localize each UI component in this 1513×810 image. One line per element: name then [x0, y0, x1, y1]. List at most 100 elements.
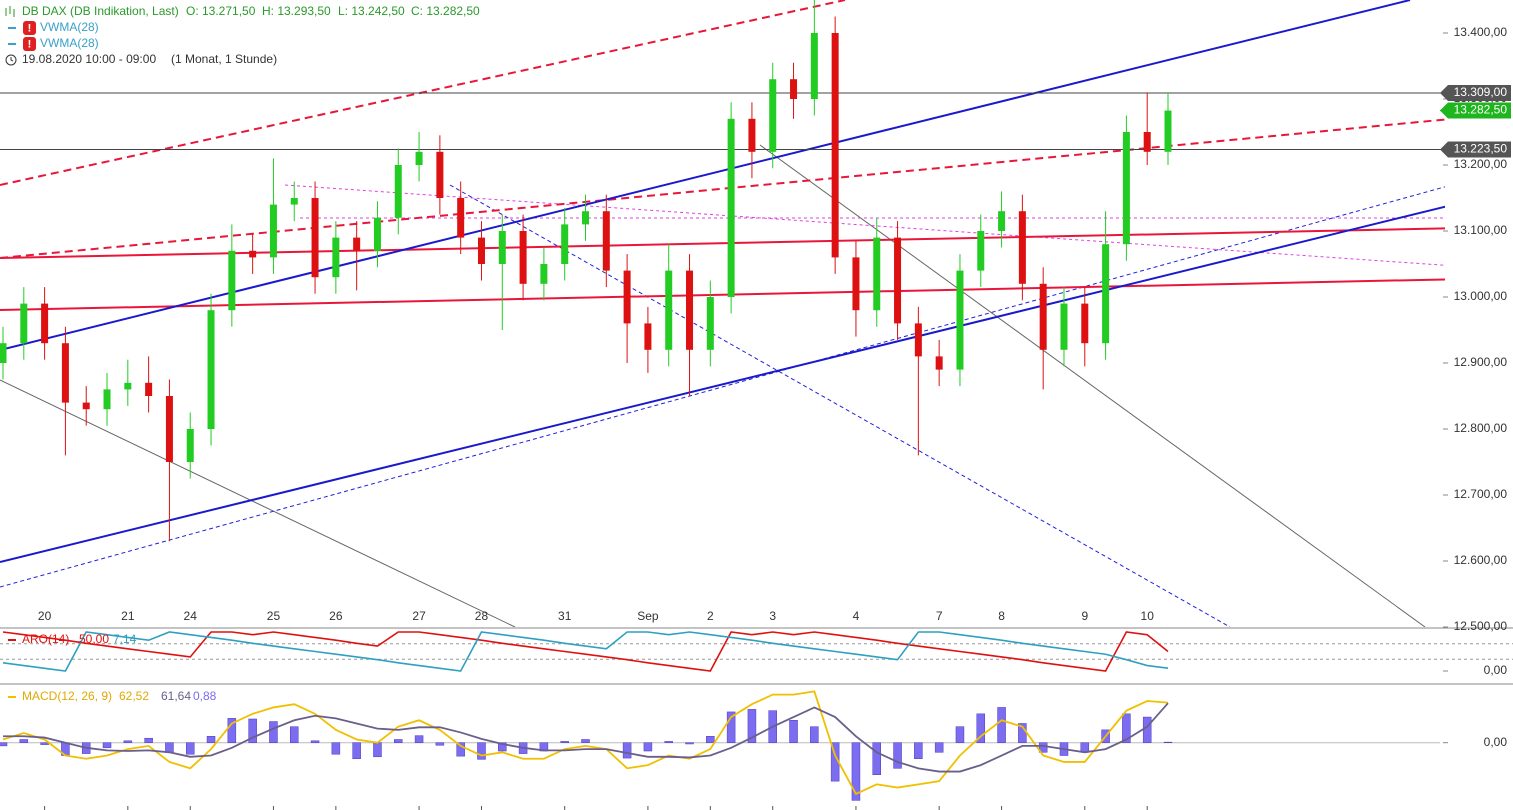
x-tick-label: 27: [412, 609, 426, 623]
candle-body: [61, 343, 69, 403]
period: 19.08.2020 10:00 - 09:00: [22, 52, 156, 66]
histogram-bar: [560, 741, 569, 743]
histogram-bar: [477, 742, 486, 760]
main-panel: [0, 0, 1445, 627]
histogram-bar: [664, 741, 673, 743]
trend-lines: [0, 0, 1445, 627]
candle-body: [1039, 283, 1047, 350]
histogram-bar: [976, 713, 986, 743]
ohlc-high: H: 13.293,50: [262, 4, 331, 18]
price-tag: [1440, 85, 1511, 102]
histogram-bar: [19, 739, 29, 743]
histogram-bar: [1038, 742, 1048, 753]
candle-body: [873, 237, 881, 311]
y-tick-label: 12.700,00: [1454, 487, 1508, 501]
candle-body: [540, 264, 548, 284]
histogram-bar: [352, 742, 361, 759]
histogram-bar: [0, 742, 8, 747]
y-tick-label: 12.800,00: [1454, 421, 1508, 435]
alert-icon[interactable]: [23, 21, 36, 35]
candle-body: [457, 198, 465, 238]
clock-icon: [5, 54, 17, 66]
trend-line: [284, 184, 1445, 266]
candle-body: [561, 224, 569, 264]
histogram-bar: [123, 740, 133, 743]
candle-body: [353, 237, 361, 251]
candle-body: [644, 323, 652, 350]
x-tick-label: 21: [121, 609, 135, 623]
trend-line: [0, 278, 1445, 311]
ohlc-open: O: 13.271,50: [186, 4, 256, 18]
candle-body: [894, 237, 902, 324]
candle-body: [665, 270, 673, 350]
histogram-bar: [373, 742, 382, 758]
candle-body: [686, 270, 694, 350]
histogram-bar: [643, 742, 653, 752]
x-tick-label: 4: [853, 609, 860, 623]
indicator-line: [2, 631, 1169, 672]
indicator-value: 61,64: [161, 689, 191, 703]
candle-body: [436, 151, 444, 198]
histogram-bar: [1142, 716, 1152, 743]
candle-body: [394, 165, 402, 218]
x-tick-label: 28: [475, 609, 489, 623]
candle-body: [415, 151, 423, 165]
histogram-bar: [789, 720, 798, 743]
candle-body: [20, 303, 28, 344]
histogram-bar: [851, 742, 861, 801]
candle-body: [498, 231, 506, 264]
alert-mark: !: [28, 38, 32, 50]
histogram-bar: [872, 742, 881, 775]
trend-line: [449, 184, 1231, 627]
y-tick-label: 13.400,00: [1454, 25, 1508, 39]
histogram-bar: [893, 742, 902, 769]
candle-body: [852, 257, 860, 311]
x-tick-label: 26: [329, 609, 343, 623]
candle-body: [935, 356, 943, 370]
candle-body: [748, 118, 756, 152]
y-tick-label: 13.100,00: [1454, 223, 1508, 237]
histogram-bar: [269, 721, 278, 743]
histogram-bar: [102, 742, 112, 749]
histogram-bar: [706, 736, 715, 743]
histogram-bar: [726, 711, 736, 743]
candle-body: [706, 297, 714, 350]
histogram-bar: [1163, 741, 1173, 743]
alert-icon[interactable]: [23, 37, 36, 51]
trend-line: [0, 186, 1445, 588]
candle-body: [727, 118, 735, 297]
x-tick-label: 2: [707, 609, 714, 623]
x-tick-label: 8: [998, 609, 1005, 623]
ohlc-low: L: 13.242,50: [338, 4, 405, 18]
trend-line: [0, 205, 1445, 563]
trend-line: [0, 118, 1445, 259]
trend-line: [759, 144, 1426, 627]
candle-body: [1122, 132, 1130, 245]
histogram-bar: [1080, 742, 1090, 753]
histogram-bar: [622, 742, 632, 759]
candle-body: [145, 382, 153, 396]
indicator-label[interactable]: VWMA(28): [40, 36, 99, 50]
histogram-bar: [165, 742, 174, 753]
histogram-bar: [227, 718, 237, 743]
x-tick-label: 10: [1141, 609, 1155, 623]
candle-body: [373, 217, 381, 251]
indicator-label[interactable]: VWMA(28): [40, 20, 99, 34]
candle-body: [41, 303, 49, 344]
candle-body: [1018, 211, 1026, 284]
y-tick-label: 0,00: [1484, 735, 1508, 749]
candle-body: [977, 231, 985, 271]
histogram-bar: [40, 742, 49, 745]
histogram-bar: [185, 742, 195, 755]
indicator-value: 0,88: [193, 689, 217, 703]
histogram-bar: [331, 742, 341, 755]
price-tag: [1440, 102, 1511, 119]
candle-body: [810, 33, 818, 99]
candle-body: [956, 270, 964, 370]
indicator-line: [2, 631, 1169, 672]
candle-body: [790, 79, 798, 99]
candle-body: [207, 310, 215, 429]
candle-body: [186, 429, 194, 462]
